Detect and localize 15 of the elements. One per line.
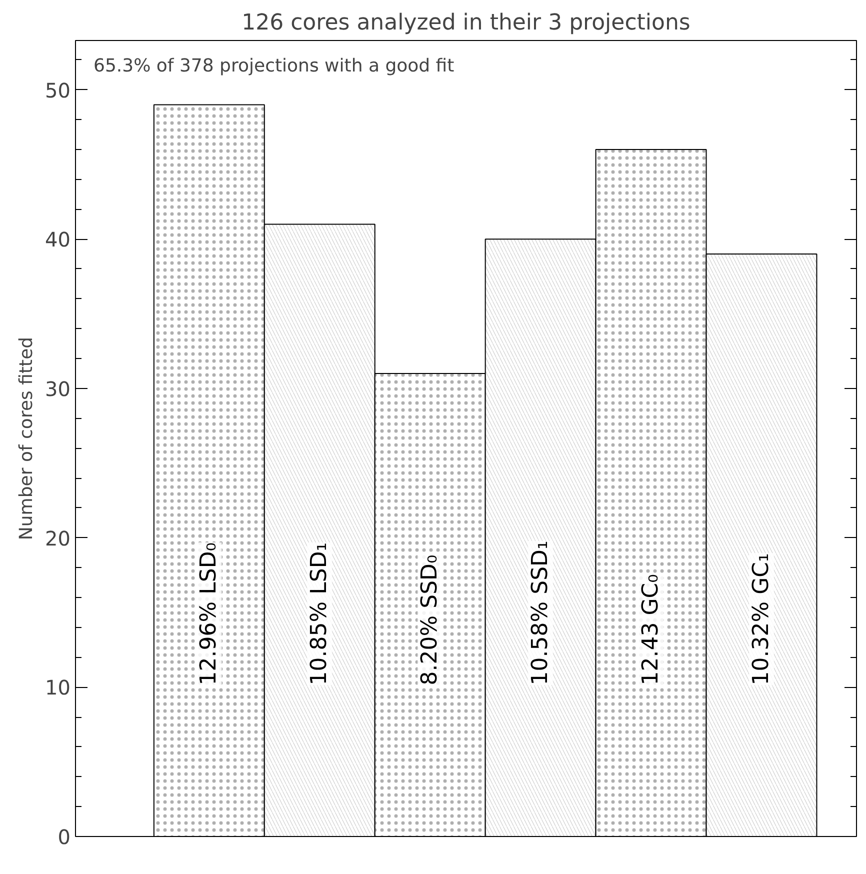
y-axis-title: Number of cores fitted (16, 336, 38, 540)
y-tick-label: 50 (45, 78, 71, 102)
chart-title: 126 cores analyzed in their 3 projections (242, 10, 690, 36)
y-tick-label: 40 (45, 228, 71, 252)
x-tick-label: 8.20% SSD₀ (418, 554, 443, 686)
x-tick-label: 12.43 GC₀ (638, 574, 664, 686)
y-tick-label: 10 (45, 676, 71, 700)
y-tick-label: 30 (45, 376, 71, 401)
x-tick-label: 10.85% LSD₁ (307, 542, 332, 686)
x-tick-label: 10.58% SSD₁ (528, 540, 554, 686)
x-tick-label: 12.96% LSD₀ (196, 542, 222, 686)
y-tick-label: 0 (58, 825, 71, 849)
y-tick-label: 20 (45, 526, 71, 550)
annotation: 65.3% of 378 projections with a good fit (94, 56, 454, 76)
x-tick-label: 10.32% GC₁ (749, 553, 774, 686)
